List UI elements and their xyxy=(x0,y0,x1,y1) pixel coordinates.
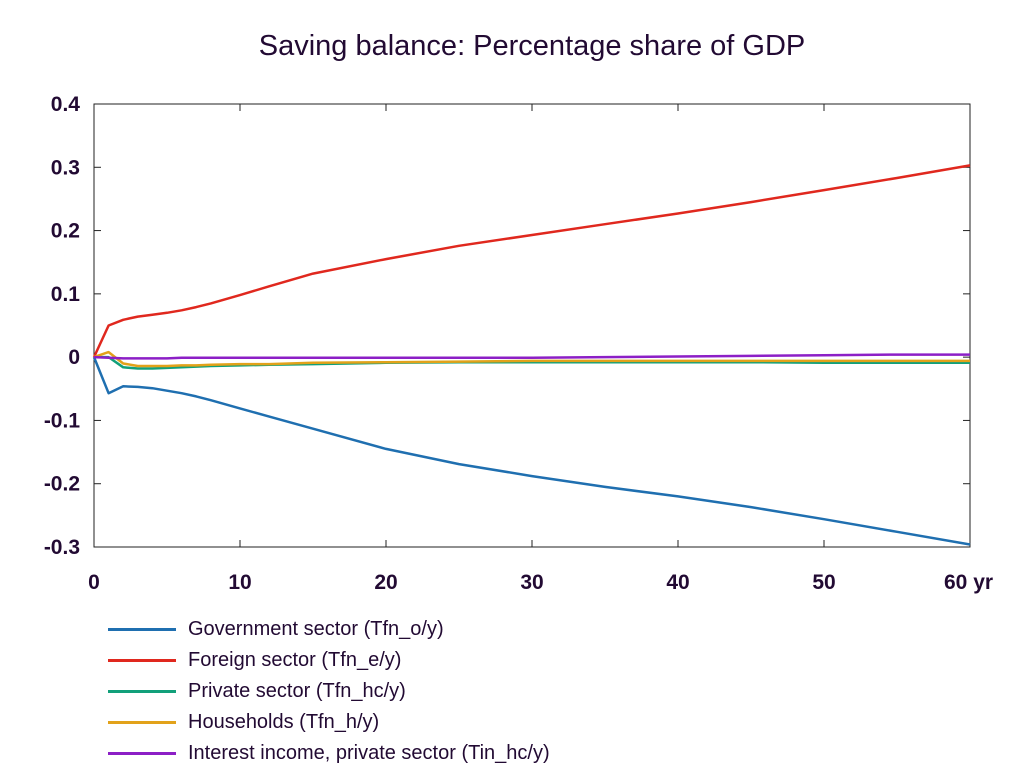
legend-swatch xyxy=(108,690,176,693)
series-line xyxy=(93,353,970,360)
legend-item: Government sector (Tfn_o/y) xyxy=(108,614,550,645)
legend-item: Private sector (Tfn_hc/y) xyxy=(108,676,550,707)
legend-swatch xyxy=(108,628,176,631)
x-tick-label: 0 xyxy=(88,571,100,594)
x-tick-label: 30 xyxy=(520,571,543,594)
legend: Government sector (Tfn_o/y) Foreign secto… xyxy=(108,614,550,769)
legend-swatch xyxy=(108,752,176,755)
series-line xyxy=(93,350,970,368)
y-tick-label: -0.2 xyxy=(44,473,80,496)
series-line xyxy=(92,356,971,546)
y-tick-label: -0.3 xyxy=(44,536,80,559)
x-tick-label: 10 xyxy=(228,571,251,594)
legend-item: Households (Tfn_h/y) xyxy=(108,707,550,738)
legend-item: Interest income, private sector (Tin_hc/… xyxy=(108,738,550,769)
x-tick-label: 60 yr xyxy=(944,571,993,594)
legend-swatch xyxy=(108,721,176,724)
x-tick-label: 50 xyxy=(812,571,835,594)
y-tick-label: 0.1 xyxy=(51,283,81,306)
x-tick-label: 20 xyxy=(374,571,397,594)
x-tick-label: 40 xyxy=(666,571,689,594)
y-tick-label: 0.2 xyxy=(51,220,80,243)
legend-label: Interest income, private sector (Tin_hc/… xyxy=(188,742,550,764)
y-tick-label: 0 xyxy=(68,346,80,369)
legend-label: Households (Tfn_h/y) xyxy=(188,711,380,733)
legend-label: Government sector (Tfn_o/y) xyxy=(188,618,444,640)
legend-label: Private sector (Tfn_hc/y) xyxy=(188,680,406,702)
plot-frame xyxy=(93,103,971,548)
series-line xyxy=(92,164,971,358)
chart-title: Saving balance: Percentage share of GDP xyxy=(258,30,806,62)
y-tick-label: -0.1 xyxy=(44,409,81,432)
legend-swatch xyxy=(108,659,176,662)
legend-item: Foreign sector (Tfn_e/y) xyxy=(108,645,550,676)
legend-label: Foreign sector (Tfn_e/y) xyxy=(188,649,402,671)
y-tick-label: 0.4 xyxy=(51,93,81,116)
y-tick-label: 0.3 xyxy=(51,156,80,179)
